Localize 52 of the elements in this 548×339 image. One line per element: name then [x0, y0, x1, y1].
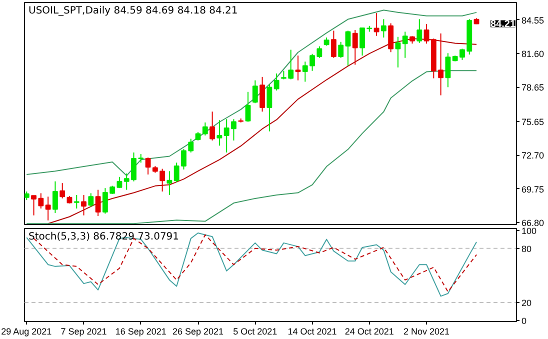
candlestick [274, 72, 280, 91]
candlestick [45, 196, 51, 221]
y-tick-label: 80 [522, 244, 532, 254]
candlestick [145, 157, 151, 176]
y-tick-label: 75.65 [522, 116, 544, 127]
x-tick-label: 7 Sep 2021 [60, 326, 107, 336]
x-tick-label: 29 Aug 2021 [1, 326, 52, 336]
candlestick [445, 52, 451, 88]
x-tick-label: 24 Oct 2021 [344, 326, 394, 336]
candlestick [52, 180, 58, 214]
candlestick [424, 23, 430, 44]
candlestick [74, 194, 80, 210]
candlestick [260, 76, 265, 112]
x-tick-label: 14 Oct 2021 [288, 326, 337, 336]
candlestick [345, 30, 351, 66]
candlestick [266, 84, 272, 132]
x-tick-label: 26 Sep 2021 [172, 326, 224, 336]
chart-title: Stoch(5,3,3) 86.7829 73.0791 [28, 232, 180, 242]
candlestick [330, 30, 336, 58]
candlestick [402, 31, 408, 58]
x-tick-label: 5 Oct 2021 [233, 326, 278, 336]
candlestick [88, 192, 94, 208]
y-tick-label: 100 [522, 226, 537, 236]
y-tick-label: 84.55 [522, 15, 544, 26]
candlestick [202, 122, 208, 136]
x-tick-label: 16 Sep 2021 [115, 326, 166, 336]
candlestick [388, 22, 394, 53]
y-tick-label: 69.75 [522, 184, 544, 194]
y-tick-label: 0 [522, 316, 527, 326]
y-tick-label: 72.70 [522, 150, 544, 161]
x-tick-label: 2 Nov 2021 [404, 326, 450, 336]
y-tick-label: 66.80 [522, 218, 544, 228]
candlestick [60, 182, 66, 199]
candlestick [380, 18, 386, 38]
candlestick [338, 41, 344, 58]
candlestick [210, 111, 216, 141]
y-tick-label: 78.65 [522, 82, 544, 93]
candlestick [81, 194, 86, 216]
candlestick [374, 12, 380, 36]
y-tick-label: 81.60 [522, 49, 544, 60]
candlestick [352, 30, 358, 66]
candlestick [295, 55, 301, 81]
text: 84.21 [490, 19, 516, 30]
candlestick [95, 189, 101, 217]
candlestick [166, 170, 172, 196]
chart-title: USOIL_SPT,Daily 84.59 84.69 84.18 84.21 [28, 6, 238, 16]
candlestick [216, 120, 222, 146]
candlestick [245, 91, 251, 122]
candlestick [416, 18, 422, 44]
y-tick-label: 20 [522, 298, 532, 308]
candlestick [252, 80, 258, 104]
candlestick [395, 36, 401, 68]
